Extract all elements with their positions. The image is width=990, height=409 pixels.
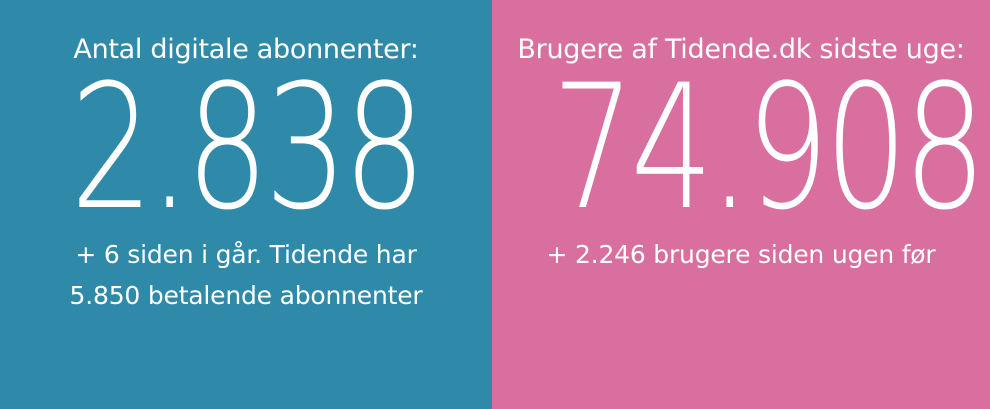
weekly-users-count: 74.908	[551, 47, 987, 248]
digital-subscribers-label: Antal digitale abonnenter:	[73, 34, 419, 65]
digital-subscribers-caption-line-1: + 6 siden i går. Tidende har	[75, 240, 417, 269]
weekly-users-caption-line-1: + 2.246 brugere siden ugen før	[546, 240, 936, 269]
digital-subscribers-caption-line-2: 5.850 betalende abonnenter	[69, 281, 423, 310]
digital-subscribers-panel: Antal digitale abonnenter: 2.838 + 6 sid…	[0, 0, 492, 409]
weekly-users-label: Brugere af Tidende.dk sidste uge:	[517, 34, 965, 65]
digital-subscribers-count: 2.838	[70, 47, 426, 248]
digital-subscribers-caption: + 6 siden i går. Tidende har 5.850 betal…	[0, 234, 492, 316]
weekly-users-caption: + 2.246 brugere siden ugen før	[492, 234, 990, 275]
weekly-users-panel: Brugere af Tidende.dk sidste uge: 74.908…	[492, 0, 990, 409]
